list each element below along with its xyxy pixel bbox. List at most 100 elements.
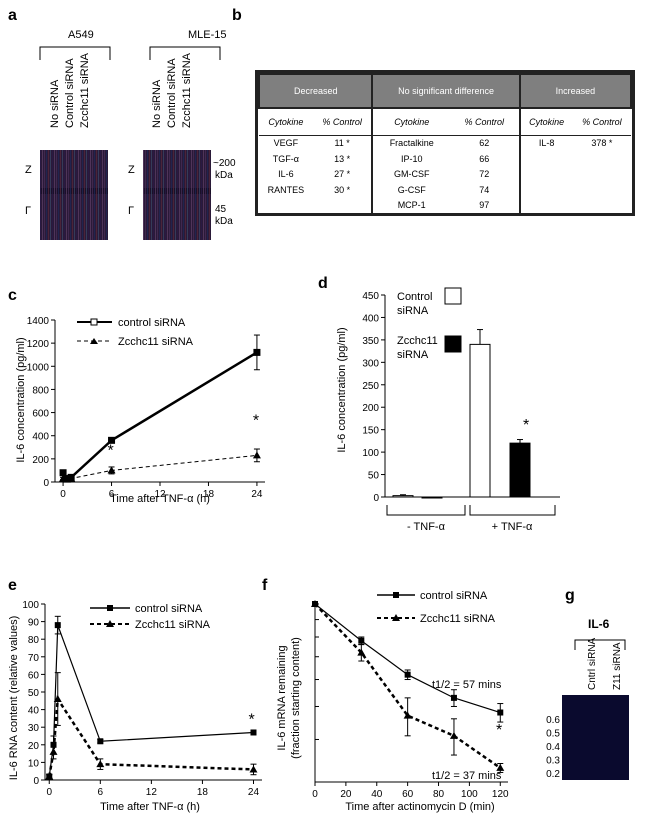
blot-stripe [159, 150, 160, 240]
half-life-control: t1/2 = 57 mins [432, 679, 502, 691]
y-tick-label: 800 [32, 385, 49, 396]
blot-stripe [96, 150, 97, 240]
chart-e: IL-6 RNA content (relative values) Time … [8, 600, 262, 813]
blot-stripe [76, 150, 77, 240]
blot-stripe [183, 150, 184, 240]
e-significance-star: * [248, 711, 254, 728]
data-point-zcchc11 [357, 648, 366, 656]
table-row: TGF-α 13 * IP-10 66 [259, 151, 631, 167]
cytokine-cell: RANTES [267, 184, 305, 195]
col-header: Cytokine [371, 107, 450, 136]
blot-stripe [171, 150, 172, 240]
chart-d: IL-6 concentration (pg/ml) Control siRNA… [336, 287, 560, 533]
blot-stripe [147, 150, 148, 240]
percent-cell: 11 * [334, 138, 350, 149]
kb-marker: 0.4 [546, 742, 560, 753]
half-life-zcchc11: t1/2 = 37 mins [432, 770, 502, 782]
percent-cell [573, 198, 631, 213]
cytokine-cell [518, 151, 573, 167]
y-tick-label: 90 [28, 618, 40, 629]
blot-stripe [155, 150, 156, 240]
blot-stripe [205, 150, 206, 240]
d-y-axis-label: IL-6 concentration (pg/ml) [336, 327, 348, 452]
x-tick-label: 12 [154, 489, 166, 500]
cytokine-cell: G-CSF [371, 182, 450, 198]
blot-stripe [58, 150, 59, 240]
blot-stripe [149, 150, 150, 240]
panel-label-c: c [8, 287, 17, 304]
blot-stripe [197, 150, 198, 240]
kb-marker: 0.2 [546, 769, 560, 780]
group-bracket [469, 505, 556, 516]
cell-line-a549: A549 [68, 29, 94, 41]
blot-stripes [40, 150, 210, 240]
c-significance-star: * [253, 412, 259, 429]
percent-cell: 97 [479, 200, 490, 211]
legend-label-control: control siRNA [135, 603, 203, 615]
chart-f: IL-6 mRNA remaining (fraction starting c… [276, 590, 509, 813]
legend-label-zcchc11: Zcchc11 siRNA [118, 336, 194, 348]
blot-stripe [46, 150, 47, 240]
panel-label-d: d [318, 275, 328, 292]
data-point-zcchc11 [403, 711, 412, 719]
blot-stripe [203, 150, 204, 240]
lane-label: Zcchc11 siRNA [181, 52, 193, 128]
data-point-control [108, 436, 116, 444]
legend-marker-zcchc11 [392, 614, 400, 621]
blot-stripe [151, 150, 152, 240]
cytokine-cell [518, 166, 573, 183]
blot-stripe [102, 150, 103, 240]
x-tick-label: 24 [251, 489, 263, 500]
blot-stripe [143, 150, 144, 240]
d-category-label: - TNF-α [407, 521, 446, 533]
bar-zcchc11 [421, 496, 443, 499]
x-tick-label: 12 [146, 787, 158, 798]
cytokine-cell: MCP-1 [371, 197, 450, 213]
x-tick-label: 0 [46, 787, 52, 798]
data-point-control [59, 469, 67, 477]
size-label: ~200 [213, 158, 236, 169]
g-lane-label: Z11 siRNA [612, 642, 623, 690]
kb-marker: 0.6 [546, 715, 560, 726]
legend-label-zcchc11: Zcchc11 siRNA [135, 619, 211, 631]
size-unit: kDa [215, 216, 233, 227]
e-y-axis-label: IL-6 RNA content (relative values) [8, 616, 20, 780]
panel-g: IL-6 Cntrl siRNA Z11 siRNA kb 0.60.50.40… [546, 617, 629, 780]
lane-label: No siRNA [151, 79, 163, 128]
y-tick-label: 250 [362, 381, 379, 392]
cytokine-cell: TGF-α [272, 153, 299, 164]
y-tick-label: 1000 [27, 362, 50, 373]
table-row: IL-6 27 * GM-CSF 72 [259, 166, 631, 183]
percent-cell [313, 198, 373, 213]
blot-stripe [74, 150, 75, 240]
blot-stripe [106, 150, 107, 240]
bar-control [392, 495, 414, 498]
y-tick-label: 80 [28, 635, 40, 646]
size-label: 45 [215, 204, 227, 215]
blot-row-label-gamma: Γ [128, 205, 134, 217]
g-bracket [574, 639, 626, 650]
legend-line: Control [397, 291, 432, 303]
blot-stripe [181, 150, 182, 240]
y-tick-label: 150 [362, 426, 379, 437]
blot-stripe [82, 150, 83, 240]
panel-label-f: f [262, 577, 268, 594]
blot-stripe [70, 150, 71, 240]
cytokine-cell [518, 182, 573, 198]
cell-line-mle15: MLE-15 [188, 29, 227, 41]
col-header: Cytokine [518, 107, 573, 136]
blot-stripe [193, 150, 194, 240]
y-tick-label: 50 [368, 471, 380, 482]
percent-cell: 72 [479, 169, 490, 180]
y-tick-label: 70 [28, 653, 40, 664]
y-tick-label: 400 [32, 432, 49, 443]
panel-label-g: g [565, 587, 575, 604]
blot-stripe [68, 150, 69, 240]
percent-cell: 30 * [334, 184, 351, 195]
y-tick-label: 50 [28, 688, 40, 699]
blot-stripe [56, 150, 57, 240]
y-tick-label: 0 [373, 493, 379, 504]
panel-label-a: a [8, 7, 17, 24]
x-tick-label: 100 [461, 789, 478, 800]
panel-label-b: b [232, 7, 242, 24]
